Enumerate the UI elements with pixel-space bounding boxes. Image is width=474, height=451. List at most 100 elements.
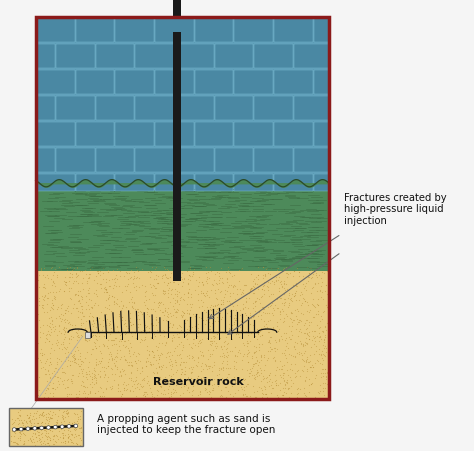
Point: [105, 306, 113, 313]
Point: [59, 438, 66, 445]
Point: [298, 299, 306, 307]
Point: [82, 318, 89, 325]
Point: [299, 341, 307, 348]
Point: [98, 355, 106, 362]
Point: [164, 310, 172, 318]
Point: [118, 298, 125, 305]
Point: [214, 301, 222, 308]
Point: [48, 300, 56, 307]
Point: [194, 327, 202, 334]
Point: [323, 282, 330, 289]
Point: [217, 265, 225, 272]
Point: [78, 361, 85, 368]
Point: [270, 307, 278, 314]
Point: [47, 345, 55, 352]
Point: [223, 288, 230, 295]
Point: [37, 431, 45, 438]
Point: [118, 365, 126, 373]
Point: [257, 367, 265, 374]
Point: [291, 268, 298, 276]
Point: [203, 313, 211, 321]
Point: [26, 435, 34, 442]
Point: [45, 440, 52, 447]
Point: [292, 306, 299, 313]
Point: [198, 297, 205, 304]
Point: [121, 317, 129, 324]
Point: [263, 356, 271, 364]
Point: [233, 291, 240, 298]
Point: [123, 359, 131, 366]
Point: [76, 388, 83, 395]
Point: [167, 291, 175, 298]
Point: [237, 350, 244, 357]
Point: [168, 362, 175, 369]
Point: [147, 269, 155, 276]
Point: [183, 309, 191, 317]
Point: [218, 391, 225, 399]
Point: [41, 285, 48, 292]
Point: [150, 351, 158, 359]
Point: [319, 373, 327, 380]
Point: [276, 308, 283, 316]
Point: [68, 438, 75, 445]
Point: [312, 272, 320, 279]
Point: [27, 436, 35, 443]
Point: [148, 335, 155, 342]
Point: [87, 304, 95, 311]
Point: [96, 392, 104, 399]
Point: [187, 307, 194, 314]
Point: [39, 413, 46, 420]
Point: [246, 288, 254, 295]
Point: [86, 390, 93, 397]
Point: [87, 350, 95, 358]
Point: [177, 359, 184, 366]
Point: [287, 360, 295, 368]
Point: [164, 389, 172, 396]
Point: [81, 390, 88, 397]
Point: [302, 280, 310, 287]
Point: [150, 282, 157, 289]
Point: [111, 362, 118, 369]
Point: [99, 341, 107, 348]
Point: [272, 371, 279, 378]
Point: [105, 292, 113, 299]
Point: [127, 388, 134, 395]
Point: [49, 373, 57, 381]
Point: [147, 389, 155, 396]
Point: [190, 377, 198, 385]
Point: [232, 366, 240, 373]
Point: [217, 289, 224, 296]
Point: [172, 264, 179, 271]
Point: [263, 266, 270, 273]
Point: [191, 313, 199, 320]
Circle shape: [46, 426, 50, 429]
Point: [51, 370, 58, 377]
Point: [127, 369, 134, 377]
Point: [231, 317, 239, 324]
Point: [321, 343, 329, 350]
Point: [208, 281, 216, 288]
Point: [272, 367, 280, 374]
Point: [321, 331, 328, 339]
Point: [67, 332, 75, 340]
Point: [274, 305, 282, 312]
Point: [220, 294, 228, 301]
Point: [315, 330, 323, 337]
Point: [85, 285, 93, 292]
Point: [35, 295, 42, 302]
Point: [315, 389, 322, 396]
Point: [208, 387, 216, 394]
Point: [74, 272, 82, 279]
Point: [167, 313, 174, 320]
Point: [289, 298, 296, 305]
Point: [38, 410, 46, 417]
Point: [288, 309, 295, 316]
Point: [23, 412, 30, 419]
Point: [36, 317, 43, 324]
Point: [163, 266, 170, 273]
Point: [206, 306, 214, 313]
Point: [85, 368, 93, 375]
Point: [267, 333, 274, 341]
Point: [10, 428, 18, 436]
Point: [213, 376, 221, 383]
